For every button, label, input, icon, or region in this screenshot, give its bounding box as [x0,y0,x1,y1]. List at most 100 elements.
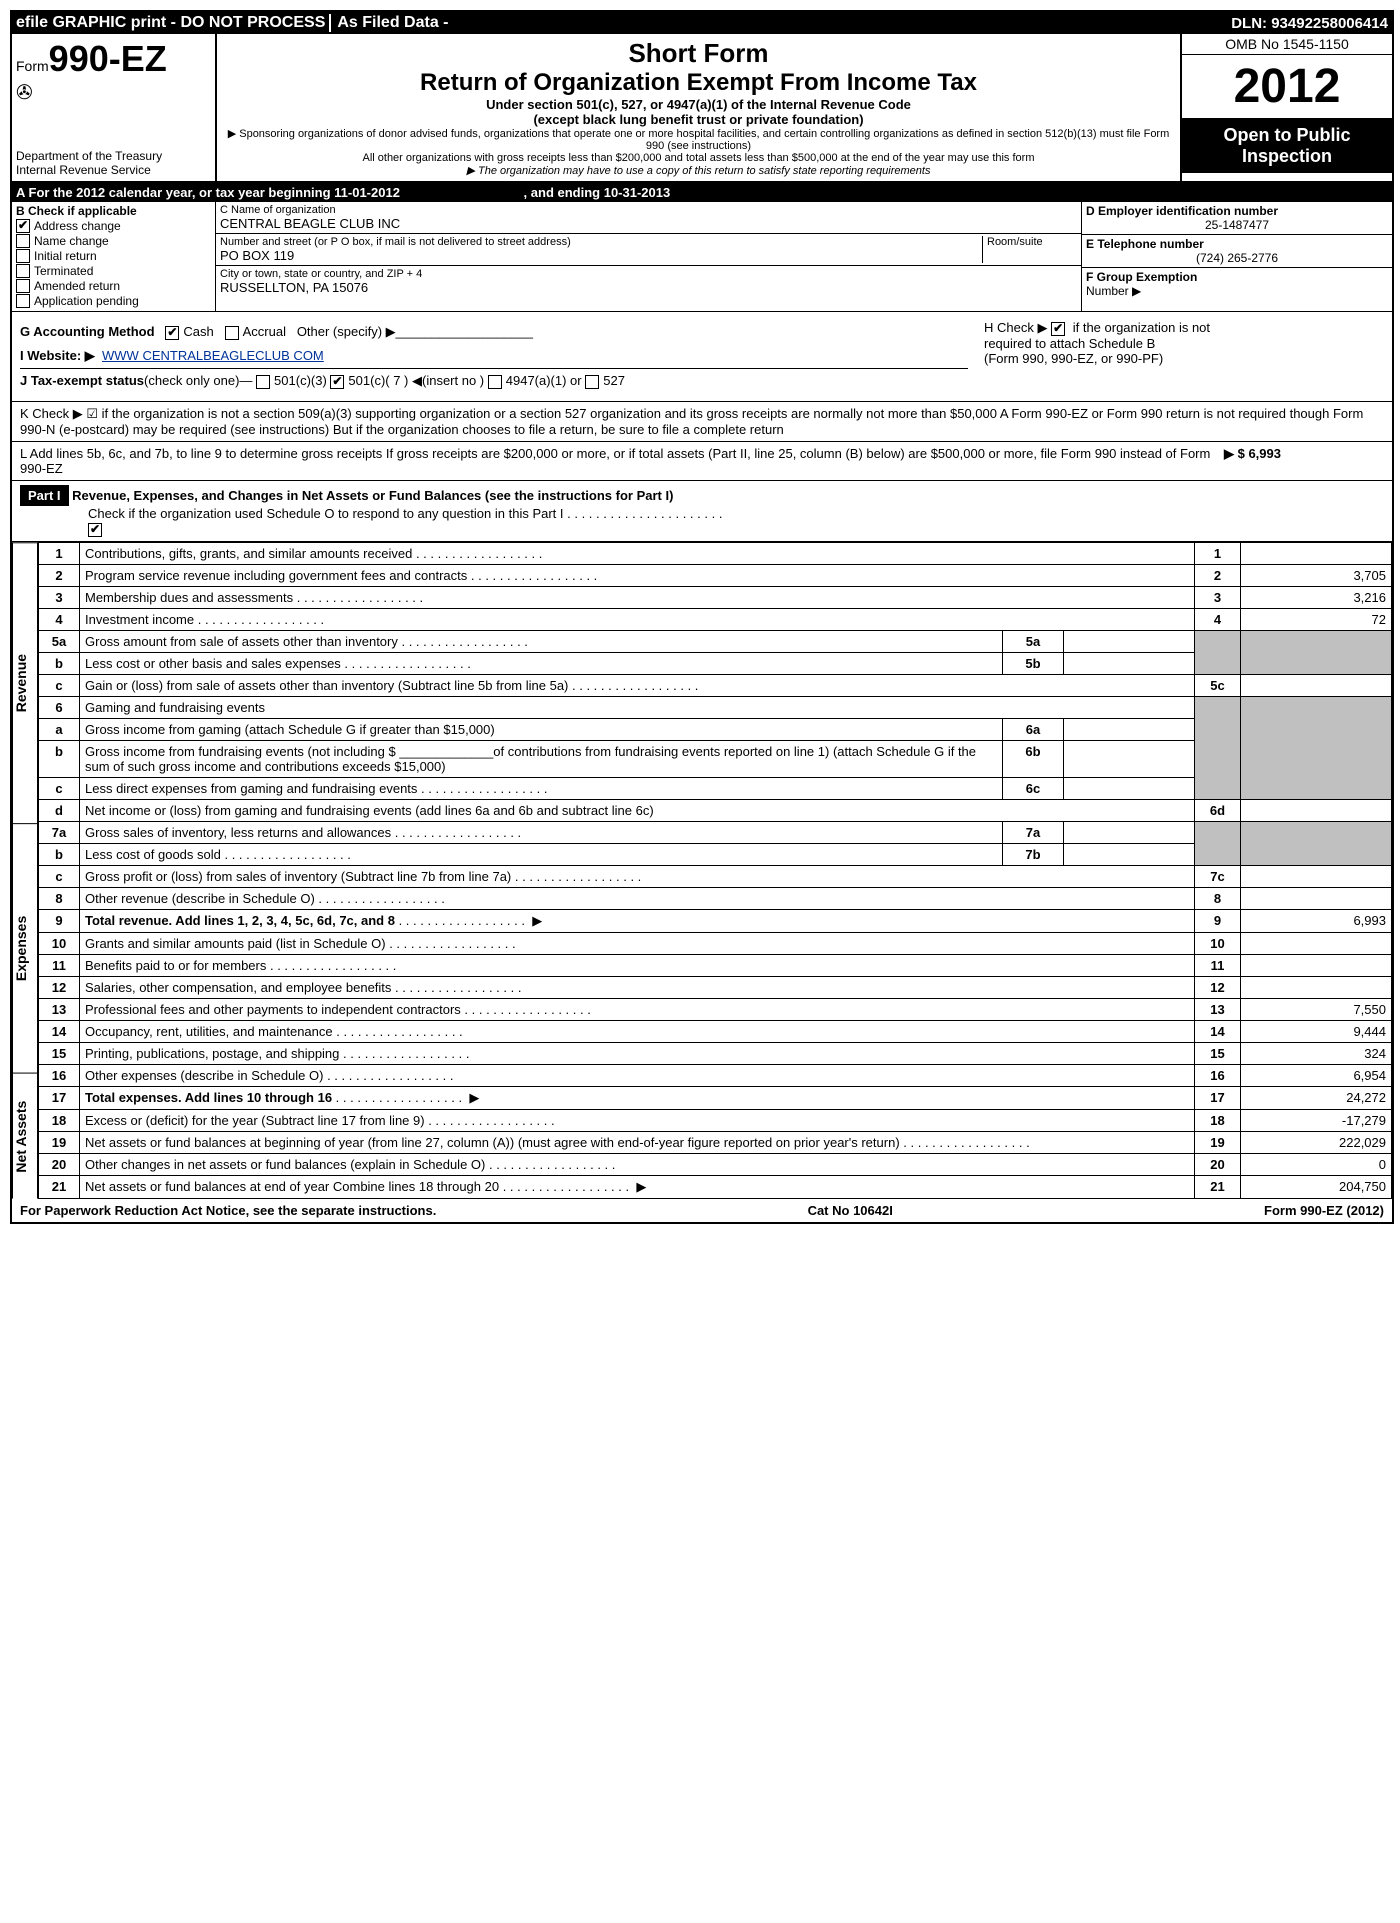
sub-6c: 6c [1003,777,1064,799]
chk-4947[interactable] [488,375,502,389]
footer-mid: Cat No 10642I [808,1203,893,1218]
ln-15: 15 [39,1042,80,1064]
amt-17: 24,272 [1241,1086,1392,1109]
sub-5b: 5b [1003,652,1064,674]
sub-6b: 6b [1003,740,1064,777]
ln-5c: c [39,674,80,696]
section-a-begin: A For the 2012 calendar year, or tax yea… [16,185,400,200]
k-text: K Check ▶ ☑ if the organization is not a… [20,406,1363,437]
ein-value: 25-1487477 [1086,218,1388,232]
chk-initial[interactable] [16,249,30,263]
chk-name[interactable] [16,234,30,248]
inspection-1: Open to Public [1184,125,1390,146]
lines-table: Revenue Expenses Net Assets 1Contributio… [12,542,1392,1199]
desc-19: Net assets or fund balances at beginning… [85,1135,900,1150]
org-name: CENTRAL BEAGLE CLUB INC [220,216,1077,231]
top-bar: efile GRAPHIC print - DO NOT PROCESS As … [12,12,1392,34]
amt-10 [1241,932,1392,954]
dept-treasury: Department of the Treasury [16,149,211,163]
chk-schedule-o[interactable]: ✔ [88,523,102,537]
website-link[interactable]: WWW CENTRALBEAGLECLUB COM [102,348,324,363]
form-header: Form990-EZ ✇ Department of the Treasury … [12,34,1392,183]
part1-check: Check if the organization used Schedule … [88,506,722,521]
footer-left: For Paperwork Reduction Act Notice, see … [20,1203,436,1218]
l-text: L Add lines 5b, 6c, and 7b, to line 9 to… [20,446,1224,476]
note-2: All other organizations with gross recei… [221,152,1176,164]
desc-11: Benefits paid to or for members [85,958,266,973]
chk-terminated[interactable] [16,264,30,278]
inspection-2: Inspection [1184,146,1390,167]
desc-18: Excess or (deficit) for the year (Subtra… [85,1113,425,1128]
ln-19: 19 [39,1131,80,1153]
tax-year: 2012 [1182,55,1392,119]
chk-501c[interactable]: ✔ [330,375,344,389]
part1-label: Part I [20,485,69,506]
num-8: 8 [1195,887,1241,909]
desc-15: Printing, publications, postage, and shi… [85,1046,339,1061]
chk-h[interactable]: ✔ [1051,322,1065,336]
chk-address[interactable]: ✔ [16,219,30,233]
chk-address-label: Address change [34,219,121,233]
page-footer: For Paperwork Reduction Act Notice, see … [12,1199,1392,1222]
chk-501c3[interactable] [256,375,270,389]
ln-7c: c [39,865,80,887]
num-7c: 7c [1195,865,1241,887]
amt-15: 324 [1241,1042,1392,1064]
ln-1: 1 [39,542,80,564]
desc-4: Investment income [85,612,194,627]
amt-1 [1241,542,1392,564]
chk-amended[interactable] [16,279,30,293]
ln-18: 18 [39,1109,80,1131]
num-19: 19 [1195,1131,1241,1153]
j-label: J Tax-exempt status [20,373,144,388]
chk-name-label: Name change [34,234,109,248]
amt-4: 72 [1241,608,1392,630]
num-5c: 5c [1195,674,1241,696]
ln-16: 16 [39,1064,80,1086]
chk-accrual[interactable] [225,326,239,340]
financial-lines: 1Contributions, gifts, grants, and simil… [38,542,1392,1199]
num-9: 9 [1195,909,1241,932]
num-4: 4 [1195,608,1241,630]
desc-5b: Less cost or other basis and sales expen… [85,656,341,671]
sub-7a: 7a [1003,821,1064,843]
amt-14: 9,444 [1241,1020,1392,1042]
amt-2: 3,705 [1241,564,1392,586]
chk-cash[interactable]: ✔ [165,326,179,340]
ln-13: 13 [39,998,80,1020]
ln-8: 8 [39,887,80,909]
short-form-title: Short Form [221,38,1176,69]
amt-5c [1241,674,1392,696]
expenses-side: Expenses [12,823,38,1073]
ln-6d: d [39,799,80,821]
f-label: F Group Exemption [1086,270,1197,284]
subtitle-2: (except black lung benefit trust or priv… [221,112,1176,127]
ln-11: 11 [39,954,80,976]
desc-6d: Net income or (loss) from gaming and fun… [85,803,654,818]
form-prefix: Form [16,58,49,74]
desc-8: Other revenue (describe in Schedule O) [85,891,315,906]
ln-21: 21 [39,1175,80,1198]
sub-7b: 7b [1003,843,1064,865]
amt-21: 204,750 [1241,1175,1392,1198]
ln-5a: 5a [39,630,80,652]
j-sub: (check only one)— [144,373,252,388]
f-label2: Number ▶ [1086,284,1388,298]
section-def: D Employer identification number 25-1487… [1081,202,1392,311]
num-18: 18 [1195,1109,1241,1131]
return-title: Return of Organization Exempt From Incom… [221,69,1176,97]
phone-value: (724) 265-2776 [1086,251,1388,265]
d-label: D Employer identification number [1086,204,1388,218]
num-11: 11 [1195,954,1241,976]
amt-16: 6,954 [1241,1064,1392,1086]
sub-5a: 5a [1003,630,1064,652]
chk-527[interactable] [585,375,599,389]
i-label: I Website: ▶ [20,348,95,363]
city-label: City or town, state or country, and ZIP … [220,268,1077,280]
desc-9: Total revenue. Add lines 1, 2, 3, 4, 5c,… [85,913,395,928]
part1-header: Part I Revenue, Expenses, and Changes in… [12,481,1392,542]
amt-20: 0 [1241,1153,1392,1175]
desc-14: Occupancy, rent, utilities, and maintena… [85,1024,333,1039]
chk-pending[interactable] [16,294,30,308]
section-l: L Add lines 5b, 6c, and 7b, to line 9 to… [12,442,1392,481]
